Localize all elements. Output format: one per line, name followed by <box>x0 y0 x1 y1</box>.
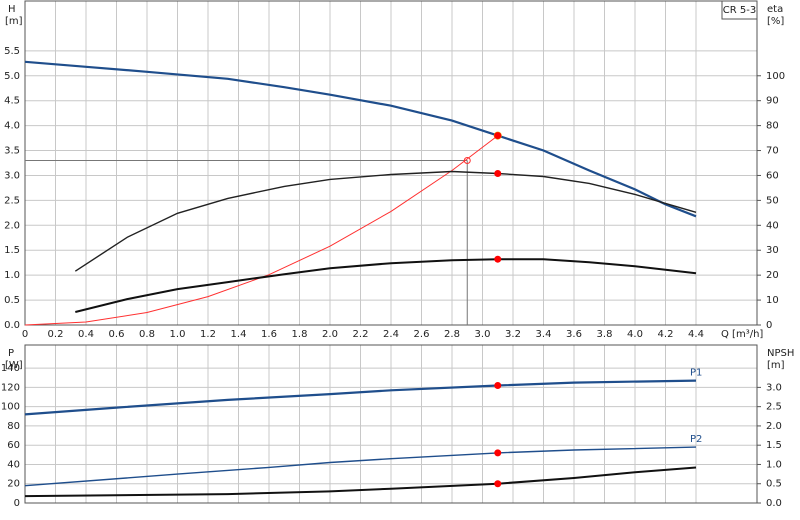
y2-tick-label: 0 <box>766 320 772 331</box>
y2-tick-label: 1.5 <box>766 440 782 451</box>
y2-tick-label: 0.0 <box>766 498 782 509</box>
y2-axis-label: NPSH <box>767 348 794 359</box>
y-tick-label: 3.5 <box>4 146 20 157</box>
curve <box>74 170 697 272</box>
x-tick-label: 3.8 <box>597 329 613 340</box>
y-axis-label: H <box>8 4 16 15</box>
x-tick-label: 0.4 <box>78 329 94 340</box>
y-tick-label: 3.0 <box>4 170 20 181</box>
y2-tick-label: 2.0 <box>766 421 782 432</box>
y2-tick-label: 80 <box>766 121 779 132</box>
x-tick-label: 0.2 <box>48 329 64 340</box>
plot-frame <box>24 0 758 326</box>
y2-axis-unit: [m] <box>767 360 785 371</box>
y-tick-label: 140 <box>1 363 20 374</box>
y-axis-label: P <box>8 348 14 359</box>
x-tick-label: 2.4 <box>383 329 399 340</box>
curve <box>24 135 499 326</box>
x-tick-label: 0.8 <box>139 329 155 340</box>
operating-point <box>494 480 502 488</box>
x-tick-label: 3.0 <box>475 329 491 340</box>
curve <box>24 60 697 218</box>
y-tick-label: 60 <box>7 440 20 451</box>
curve <box>24 466 697 498</box>
y2-tick-label: 10 <box>766 295 779 306</box>
y2-tick-label: 60 <box>766 170 779 181</box>
y-tick-label: 2.0 <box>4 220 20 231</box>
y-tick-label: 100 <box>1 402 20 413</box>
y-tick-label: 5.0 <box>4 71 20 82</box>
y2-axis-label: eta <box>767 4 783 15</box>
curve <box>24 379 697 416</box>
y-tick-label: 20 <box>7 479 20 490</box>
title-box <box>721 0 758 20</box>
x-tick-label: 4.0 <box>627 329 643 340</box>
y-tick-label: 2.5 <box>4 195 20 206</box>
x-tick-label: 2.0 <box>322 329 338 340</box>
y-axis-unit: [m] <box>5 16 23 27</box>
y2-tick-label: 3.0 <box>766 382 782 393</box>
y2-axis-unit: [%] <box>767 16 784 27</box>
x-axis-label: Q [m³/h] <box>721 329 763 340</box>
x-tick-label: 1.4 <box>231 329 247 340</box>
y2-tick-label: 20 <box>766 270 779 281</box>
y2-tick-label: 30 <box>766 245 779 256</box>
x-tick-label: 3.4 <box>536 329 552 340</box>
x-tick-label: 2.2 <box>353 329 369 340</box>
x-tick-label: 4.2 <box>658 329 674 340</box>
x-tick-label: 4.4 <box>688 329 704 340</box>
y-tick-label: 80 <box>7 421 20 432</box>
operating-point <box>494 381 502 389</box>
x-tick-label: 0.6 <box>109 329 125 340</box>
y-tick-label: 120 <box>1 382 20 393</box>
y2-tick-label: 50 <box>766 195 779 206</box>
y-tick-label: 4.5 <box>4 96 20 107</box>
operating-point <box>494 449 502 457</box>
y-tick-label: 1.5 <box>4 245 20 256</box>
x-tick-label: 1.6 <box>261 329 277 340</box>
curve-label: P2 <box>690 434 702 445</box>
curve-label: P1 <box>690 368 702 379</box>
operating-point <box>494 169 502 177</box>
y-tick-label: 4.0 <box>4 121 20 132</box>
x-tick-label: 2.8 <box>444 329 460 340</box>
y2-tick-label: 70 <box>766 146 779 157</box>
y-tick-label: 0 <box>14 498 20 509</box>
curve <box>75 258 697 313</box>
reference-point <box>463 157 471 165</box>
y-tick-label: 0.5 <box>4 295 20 306</box>
operating-point <box>494 255 502 263</box>
x-tick-label: 1.2 <box>200 329 216 340</box>
y2-tick-label: 100 <box>766 71 785 82</box>
y-tick-label: 5.5 <box>4 46 20 57</box>
y2-tick-label: 2.5 <box>766 402 782 413</box>
y-tick-label: 40 <box>7 459 20 470</box>
plot-frame <box>24 344 758 504</box>
operating-point <box>494 132 502 140</box>
curve <box>24 446 697 487</box>
y2-tick-label: 40 <box>766 220 779 231</box>
x-tick-label: 1.8 <box>292 329 308 340</box>
y2-tick-label: 1.0 <box>766 459 782 470</box>
y2-tick-label: 0.5 <box>766 479 782 490</box>
x-tick-label: 3.2 <box>505 329 521 340</box>
x-tick-label: 3.6 <box>566 329 582 340</box>
x-tick-label: 2.6 <box>414 329 430 340</box>
y2-tick-label: 90 <box>766 96 779 107</box>
x-tick-label: 0 <box>22 329 28 340</box>
x-tick-label: 1.0 <box>170 329 186 340</box>
y-axis-unit: [W] <box>5 360 23 371</box>
y-tick-label: 0.0 <box>4 320 20 331</box>
y-tick-label: 1.0 <box>4 270 20 281</box>
chart-title: CR 5-3 <box>723 5 756 16</box>
